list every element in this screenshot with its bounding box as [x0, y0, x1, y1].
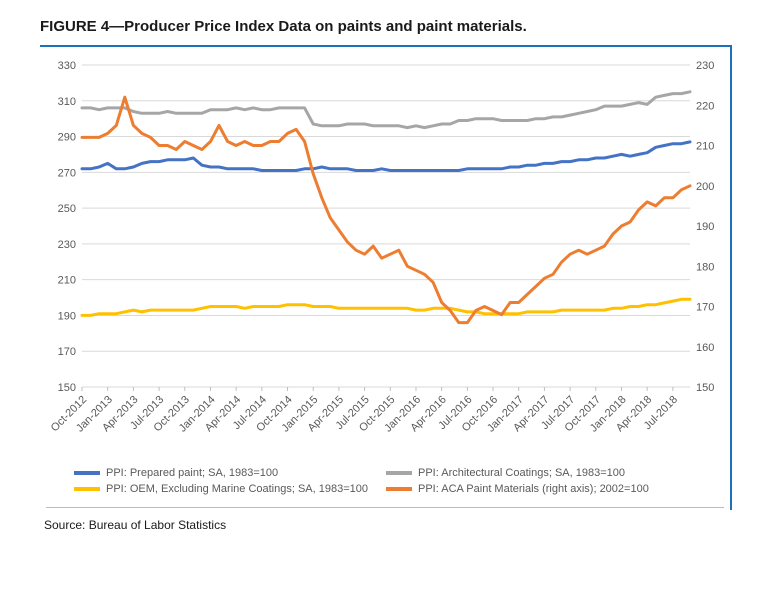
svg-text:180: 180 — [696, 261, 714, 273]
legend-swatch — [74, 487, 100, 491]
legend-label: PPI: Prepared paint; SA, 1983=100 — [106, 467, 278, 479]
chart-legend: PPI: Prepared paint; SA, 1983=100 PPI: Ar… — [46, 461, 724, 508]
svg-text:150: 150 — [696, 382, 714, 394]
svg-text:190: 190 — [58, 310, 76, 322]
svg-text:190: 190 — [696, 221, 714, 233]
svg-text:210: 210 — [696, 141, 714, 153]
legend-swatch — [386, 487, 412, 491]
legend-swatch — [74, 471, 100, 475]
legend-label: PPI: ACA Paint Materials (right axis); 2… — [418, 483, 649, 495]
svg-text:170: 170 — [696, 302, 714, 314]
legend-item-architectural: PPI: Architectural Coatings; SA, 1983=10… — [386, 467, 698, 479]
svg-text:250: 250 — [58, 203, 76, 215]
svg-text:310: 310 — [58, 96, 76, 108]
figure-title: FIGURE 4—Producer Price Index Data on pa… — [40, 18, 732, 35]
figure-container: FIGURE 4—Producer Price Index Data on pa… — [0, 0, 762, 610]
line-chart: 150 170 190 210 230 250 270 290 310 330 150 160 170 1… — [46, 61, 726, 461]
svg-text:200: 200 — [696, 181, 714, 193]
svg-text:330: 330 — [58, 61, 76, 72]
svg-text:230: 230 — [58, 239, 76, 251]
legend-item-prepared_paint: PPI: Prepared paint; SA, 1983=100 — [74, 467, 386, 479]
svg-text:270: 270 — [58, 167, 76, 179]
svg-text:220: 220 — [696, 100, 714, 112]
chart-frame: 150 170 190 210 230 250 270 290 310 330 150 160 170 1… — [40, 45, 732, 510]
svg-text:170: 170 — [58, 346, 76, 358]
source-note: Source: Bureau of Labor Statistics — [40, 510, 732, 532]
svg-text:160: 160 — [696, 342, 714, 354]
svg-text:150: 150 — [58, 382, 76, 394]
legend-item-oem: PPI: OEM, Excluding Marine Coatings; SA,… — [74, 483, 386, 495]
legend-swatch — [386, 471, 412, 475]
svg-text:290: 290 — [58, 132, 76, 144]
legend-label: PPI: Architectural Coatings; SA, 1983=10… — [418, 467, 625, 479]
legend-label: PPI: OEM, Excluding Marine Coatings; SA,… — [106, 483, 368, 495]
chart-box: 150 170 190 210 230 250 270 290 310 330 150 160 170 1… — [46, 61, 724, 461]
legend-item-aca_materials: PPI: ACA Paint Materials (right axis); 2… — [386, 483, 698, 495]
svg-text:210: 210 — [58, 275, 76, 287]
svg-text:230: 230 — [696, 61, 714, 72]
